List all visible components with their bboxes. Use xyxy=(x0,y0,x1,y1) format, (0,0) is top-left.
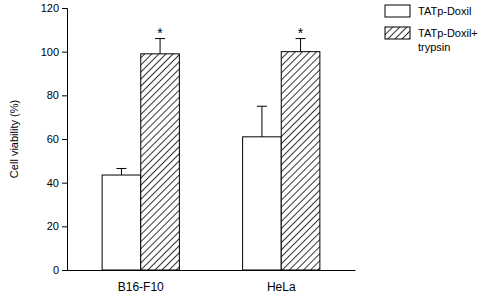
legend: TATp-Doxil TATp-Doxil+trypsin xyxy=(385,5,478,53)
y-tick-mark xyxy=(62,183,67,184)
y-tick-label: 60 xyxy=(47,133,59,145)
y-tick: 80 xyxy=(47,89,67,101)
y-tick: 20 xyxy=(47,220,67,232)
legend-label: TATp-Doxil+trypsin xyxy=(418,27,478,53)
y-tick-mark xyxy=(62,8,67,9)
annotation: * xyxy=(157,25,163,41)
y-tick-label: 0 xyxy=(53,264,59,276)
y-tick-mark xyxy=(62,52,67,53)
y-tick: 60 xyxy=(47,133,67,145)
y-tick: 120 xyxy=(41,2,67,14)
y-axis-title: Cell viability (%) xyxy=(8,100,20,178)
y-tick: 100 xyxy=(41,46,67,58)
y-axis: 0 20 40 60 80 100 120 xyxy=(41,2,68,276)
error-bar-stem xyxy=(121,168,122,175)
x-axis: B16-F10 HeLa xyxy=(68,270,356,294)
bar xyxy=(281,52,320,270)
x-tick-label: HeLa xyxy=(267,280,296,294)
y-tick-label: 100 xyxy=(41,46,59,58)
y-tick-mark xyxy=(62,270,67,271)
bar xyxy=(102,175,141,270)
y-tick-mark xyxy=(62,226,67,227)
error-bar-cap xyxy=(116,168,126,169)
x-axis-line xyxy=(68,270,356,271)
legend-label: TATp-Doxil xyxy=(418,5,471,17)
error-bar-stem xyxy=(160,39,161,54)
y-tick-label: 20 xyxy=(47,220,59,232)
y-tick-label: 40 xyxy=(47,177,59,189)
chart: 0 20 40 60 80 100 120 B16-F10 HeLa Cell viability… xyxy=(0,0,500,308)
error-bar xyxy=(257,106,267,137)
legend-item: TATp-Doxil+trypsin xyxy=(385,27,478,53)
bar xyxy=(141,54,180,270)
annotation: * xyxy=(298,25,304,41)
legend-item: TATp-Doxil xyxy=(385,5,471,17)
plot-area xyxy=(102,39,320,270)
legend-swatch xyxy=(385,27,410,39)
y-tick: 0 xyxy=(53,264,67,276)
legend-swatch xyxy=(385,5,410,17)
x-tick-label: B16-F10 xyxy=(118,280,164,294)
y-axis-line xyxy=(62,9,68,271)
x-tick: HeLa xyxy=(267,270,296,294)
y-tick-mark xyxy=(62,139,67,140)
y-tick-label: 120 xyxy=(41,2,59,14)
y-tick: 40 xyxy=(47,177,67,189)
y-tick-label: 80 xyxy=(47,89,59,101)
bar xyxy=(243,137,282,270)
error-bar xyxy=(116,168,126,175)
error-bar-stem xyxy=(261,106,262,137)
error-bar xyxy=(155,39,165,54)
x-tick: B16-F10 xyxy=(118,270,164,294)
y-tick-mark xyxy=(62,95,67,96)
error-bar-cap xyxy=(257,106,267,107)
